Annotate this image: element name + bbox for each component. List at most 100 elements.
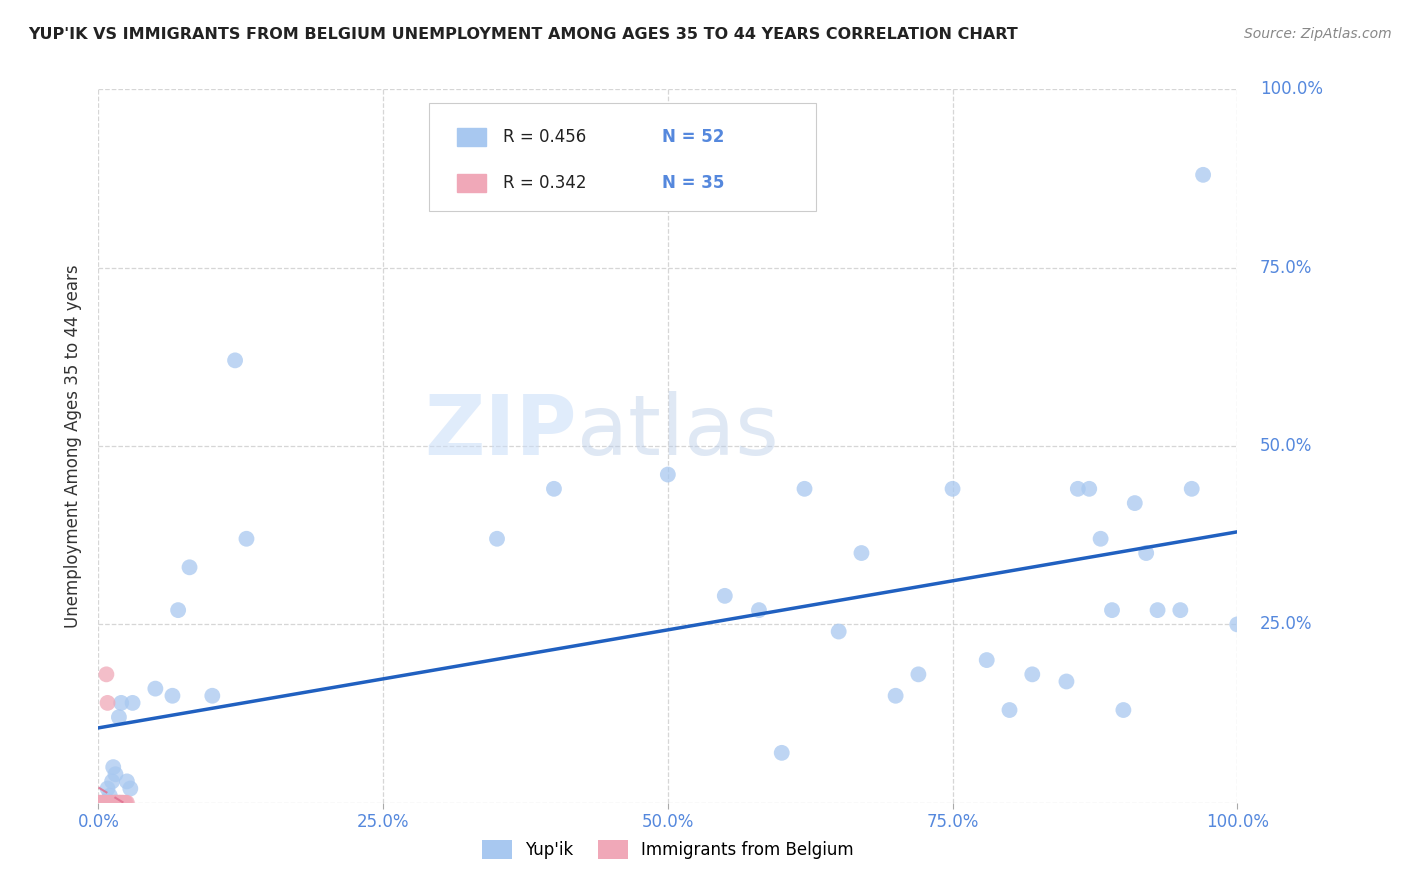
Point: [828, 624, 851, 639]
Point: [1226, 617, 1249, 632]
Point: [1112, 703, 1135, 717]
Point: [179, 560, 201, 574]
Point: [103, 760, 125, 774]
Point: [121, 696, 143, 710]
Point: [114, 796, 136, 810]
Point: [1021, 667, 1043, 681]
Point: [145, 681, 167, 696]
Point: [96, 667, 118, 681]
Point: [96, 796, 118, 810]
Point: [115, 774, 138, 789]
FancyBboxPatch shape: [457, 174, 485, 192]
Text: 100.0%: 100.0%: [1260, 80, 1323, 98]
Point: [108, 796, 131, 810]
Point: [1170, 603, 1192, 617]
Point: [101, 796, 124, 810]
Point: [104, 796, 127, 810]
Point: [1078, 482, 1101, 496]
Point: [942, 482, 965, 496]
Point: [101, 774, 124, 789]
Point: [657, 467, 679, 482]
Point: [167, 603, 190, 617]
Point: [111, 796, 134, 810]
Text: R = 0.342: R = 0.342: [503, 174, 586, 192]
Point: [1192, 168, 1215, 182]
Point: [110, 796, 132, 810]
Text: 75.0%: 75.0%: [1260, 259, 1312, 277]
Point: [96, 796, 118, 810]
Point: [91, 796, 114, 810]
Point: [108, 710, 131, 724]
Text: atlas: atlas: [576, 392, 779, 472]
Point: [108, 796, 131, 810]
Point: [93, 796, 115, 810]
Point: [770, 746, 793, 760]
Text: N = 52: N = 52: [662, 128, 724, 145]
Point: [94, 796, 117, 810]
Text: R = 0.456: R = 0.456: [503, 128, 586, 145]
Point: [1135, 546, 1157, 560]
Point: [90, 796, 112, 810]
Point: [998, 703, 1021, 717]
Point: [107, 796, 129, 810]
Point: [96, 696, 118, 710]
Point: [714, 589, 737, 603]
Point: [115, 796, 138, 810]
Point: [108, 796, 131, 810]
Point: [201, 689, 224, 703]
Point: [224, 353, 246, 368]
Point: [96, 781, 118, 796]
Text: 25.0%: 25.0%: [1260, 615, 1313, 633]
Point: [90, 796, 112, 810]
Point: [93, 796, 115, 810]
Point: [98, 796, 121, 810]
FancyBboxPatch shape: [429, 103, 815, 211]
Text: ZIP: ZIP: [425, 392, 576, 472]
Legend: Yup'ik, Immigrants from Belgium: Yup'ik, Immigrants from Belgium: [475, 833, 860, 866]
Point: [93, 796, 115, 810]
Point: [1054, 674, 1078, 689]
Point: [97, 796, 120, 810]
Y-axis label: Unemployment Among Ages 35 to 44 years: Unemployment Among Ages 35 to 44 years: [65, 264, 83, 628]
Point: [103, 796, 125, 810]
Point: [108, 796, 131, 810]
Point: [851, 546, 873, 560]
Point: [110, 696, 132, 710]
Point: [1067, 482, 1090, 496]
Point: [98, 789, 121, 803]
Point: [90, 796, 112, 810]
Point: [120, 781, 142, 796]
Point: [94, 796, 117, 810]
Text: Source: ZipAtlas.com: Source: ZipAtlas.com: [1244, 27, 1392, 41]
Point: [1181, 482, 1204, 496]
Point: [543, 482, 565, 496]
Point: [97, 796, 120, 810]
Point: [103, 796, 125, 810]
Text: YUP'IK VS IMMIGRANTS FROM BELGIUM UNEMPLOYMENT AMONG AGES 35 TO 44 YEARS CORRELA: YUP'IK VS IMMIGRANTS FROM BELGIUM UNEMPL…: [28, 27, 1018, 42]
Point: [1090, 532, 1112, 546]
Point: [105, 796, 128, 810]
Point: [89, 796, 111, 810]
Point: [907, 667, 929, 681]
Point: [162, 689, 184, 703]
Text: N = 35: N = 35: [662, 174, 724, 192]
Point: [1146, 603, 1168, 617]
Point: [90, 796, 112, 810]
Point: [1101, 603, 1123, 617]
Point: [103, 796, 125, 810]
Point: [235, 532, 257, 546]
Point: [884, 689, 907, 703]
Point: [94, 796, 117, 810]
Point: [105, 796, 128, 810]
Point: [748, 603, 770, 617]
Point: [1123, 496, 1146, 510]
Point: [793, 482, 815, 496]
Point: [104, 796, 127, 810]
Point: [112, 796, 135, 810]
Point: [104, 767, 127, 781]
Point: [114, 796, 136, 810]
Point: [976, 653, 998, 667]
FancyBboxPatch shape: [457, 128, 485, 145]
Point: [486, 532, 509, 546]
Text: 50.0%: 50.0%: [1260, 437, 1312, 455]
